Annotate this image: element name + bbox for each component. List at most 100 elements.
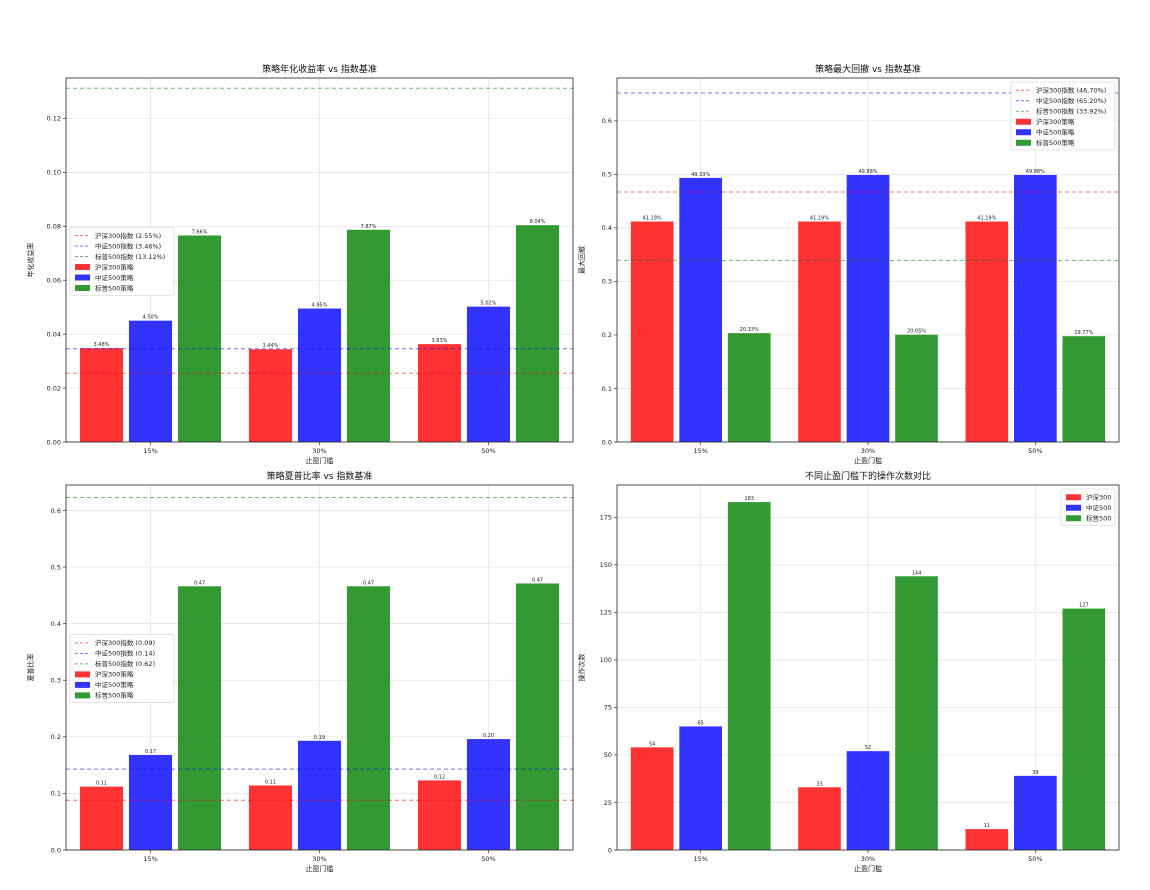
legend-patch-swatch-sp500 bbox=[75, 284, 90, 291]
y-tick-label: 0.04 bbox=[47, 330, 61, 338]
x-tick-label: 15% bbox=[693, 447, 707, 455]
bar-sp500-30pct bbox=[895, 576, 938, 850]
bar-zz500-15pct bbox=[679, 726, 723, 850]
y-tick-label: 175 bbox=[600, 514, 612, 522]
legend-patch-swatch-zz500 bbox=[75, 274, 90, 281]
legend: 沪深300指数 (46.70%)中证500指数 (65.20%) 标普500指数 … bbox=[1010, 81, 1116, 151]
chart-title: 策略最大回撤 vs 指数基准 bbox=[815, 63, 921, 75]
bar-value-label: 52 bbox=[865, 745, 871, 751]
bar-sp500-15pct bbox=[727, 502, 771, 850]
legend-patch-swatch-hs300 bbox=[75, 671, 90, 678]
x-axis-label: 止盈门槛 bbox=[306, 864, 334, 873]
bar-zz500-50pct bbox=[1013, 174, 1057, 442]
y-tick-label: 0.1 bbox=[602, 385, 612, 393]
legend-patch-swatch-sp500 bbox=[1016, 139, 1031, 146]
chart-title: 策略年化收益率 vs 指数基准 bbox=[262, 63, 377, 75]
x-tick-label: 50% bbox=[1028, 855, 1042, 863]
x-axis-label: 止盈门槛 bbox=[854, 864, 882, 873]
bar-hs300-30pct bbox=[248, 349, 293, 442]
chart-annual-return: 0.00 0.02 0.04 0.06 0.08 0.10 0.12 3.48% 3.44% 3.… bbox=[26, 63, 574, 465]
x-tick-label: 50% bbox=[1028, 447, 1042, 455]
x-tick-label: 15% bbox=[143, 855, 157, 863]
legend-label: 标普500策略 bbox=[1036, 138, 1075, 147]
bar-zz500-15pct bbox=[128, 754, 173, 850]
chart-title: 不同止盈门槛下的操作次数对比 bbox=[805, 470, 931, 482]
y-tick-label: 0.1 bbox=[51, 790, 61, 798]
y-tick-label: 0.02 bbox=[47, 384, 61, 392]
legend-label: 沪深300指数 (2.55%) bbox=[95, 231, 161, 240]
x-tick-label: 50% bbox=[481, 447, 495, 455]
bar-value-label: 0.19 bbox=[314, 735, 325, 741]
bar-value-label: 20.05% bbox=[907, 329, 926, 335]
x-tick-label: 30% bbox=[312, 855, 326, 863]
bar-zz500-15pct bbox=[679, 177, 723, 443]
legend-patch-swatch-sp500 bbox=[75, 692, 90, 699]
bar-sp500-50pct bbox=[1062, 608, 1106, 850]
y-tick-label: 0 bbox=[608, 846, 612, 854]
legend-label: 中证500策略 bbox=[1036, 128, 1075, 137]
legend-label: 沪深300指数 (46.70%) bbox=[1036, 86, 1106, 95]
bar-value-label: 19.77% bbox=[1074, 330, 1093, 336]
legend-label: 标普500 bbox=[1086, 514, 1111, 523]
bar-value-label: 3.44% bbox=[263, 343, 279, 349]
y-tick-label: 125 bbox=[600, 609, 612, 617]
x-tick-label: 30% bbox=[312, 447, 326, 455]
x-tick-label: 15% bbox=[693, 855, 707, 863]
bar-value-label: 0.47 bbox=[532, 577, 543, 583]
bar-hs300-15pct bbox=[79, 786, 124, 850]
legend-patch-swatch-hs300 bbox=[1066, 494, 1081, 501]
legend-label: 沪深300策略 bbox=[95, 262, 134, 271]
chart-max-drawdown: 0.0 0.1 0.2 0.3 0.4 0.5 0.6 41.19% 41.19% 41.19% 4… bbox=[577, 63, 1120, 465]
legend-label: 标普500策略 bbox=[95, 691, 134, 700]
y-tick-label: 0.4 bbox=[51, 620, 61, 628]
bar-hs300-15pct bbox=[630, 221, 674, 442]
bar-sp500-30pct bbox=[346, 586, 391, 850]
x-tick-label: 30% bbox=[861, 855, 875, 863]
bar-value-label: 11 bbox=[984, 823, 990, 829]
bar-value-label: 49.33% bbox=[691, 172, 710, 178]
legend-patch-swatch-zz500 bbox=[1066, 504, 1081, 511]
legend-patch-swatch-hs300 bbox=[75, 263, 90, 270]
bar-value-label: 0.11 bbox=[265, 779, 276, 785]
legend-label: 沪深300策略 bbox=[1036, 117, 1075, 126]
bar-value-label: 41.19% bbox=[977, 216, 996, 222]
bar-value-label: 144 bbox=[912, 570, 922, 576]
bar-hs300-50pct bbox=[417, 344, 462, 442]
y-tick-label: 0.5 bbox=[602, 171, 612, 179]
legend-patch-swatch-hs300 bbox=[1016, 118, 1031, 125]
bar-sp500-50pct bbox=[1062, 336, 1106, 442]
bar-value-label: 0.17 bbox=[145, 749, 156, 755]
y-tick-label: 0.6 bbox=[602, 117, 612, 125]
y-tick-label: 50 bbox=[604, 751, 612, 759]
y-tick-label: 0.06 bbox=[47, 277, 61, 285]
legend-label: 沪深300指数 (0.09) bbox=[95, 638, 155, 647]
bar-sp500-15pct bbox=[727, 333, 771, 442]
legend-box bbox=[69, 634, 175, 703]
legend-label: 中证500策略 bbox=[95, 273, 134, 282]
y-tick-label: 0.12 bbox=[47, 115, 61, 123]
bar-zz500-50pct bbox=[466, 306, 511, 442]
legend-label: 中证500 bbox=[1086, 503, 1111, 512]
bar-value-label: 5.02% bbox=[481, 301, 497, 307]
chart-title: 策略夏普比率 vs 指数基准 bbox=[267, 470, 373, 482]
bar-value-label: 54 bbox=[649, 741, 655, 747]
y-tick-label: 150 bbox=[600, 561, 612, 569]
bar-hs300-15pct bbox=[630, 747, 674, 850]
bar-value-label: 41.19% bbox=[810, 216, 829, 222]
legend-label: 沪深300 bbox=[1086, 493, 1111, 502]
bar-value-label: 4.95% bbox=[312, 303, 328, 309]
bar-hs300-50pct bbox=[965, 829, 1009, 850]
bar-hs300-30pct bbox=[798, 221, 841, 442]
y-tick-label: 0.4 bbox=[602, 224, 612, 232]
legend-label: 沪深300策略 bbox=[95, 670, 134, 679]
bar-hs300-50pct bbox=[965, 221, 1009, 442]
bar-sp500-50pct bbox=[515, 583, 560, 850]
bar-value-label: 0.12 bbox=[434, 774, 445, 780]
bar-value-label: 49.88% bbox=[1026, 169, 1045, 175]
bar-hs300-30pct bbox=[248, 785, 293, 850]
bar-sp500-30pct bbox=[895, 334, 938, 442]
legend-patch-swatch-sp500 bbox=[1066, 515, 1081, 522]
y-tick-label: 25 bbox=[604, 799, 612, 807]
bar-sp500-30pct bbox=[346, 229, 391, 442]
legend-label: 标普500指数 (0.62) bbox=[95, 659, 155, 668]
